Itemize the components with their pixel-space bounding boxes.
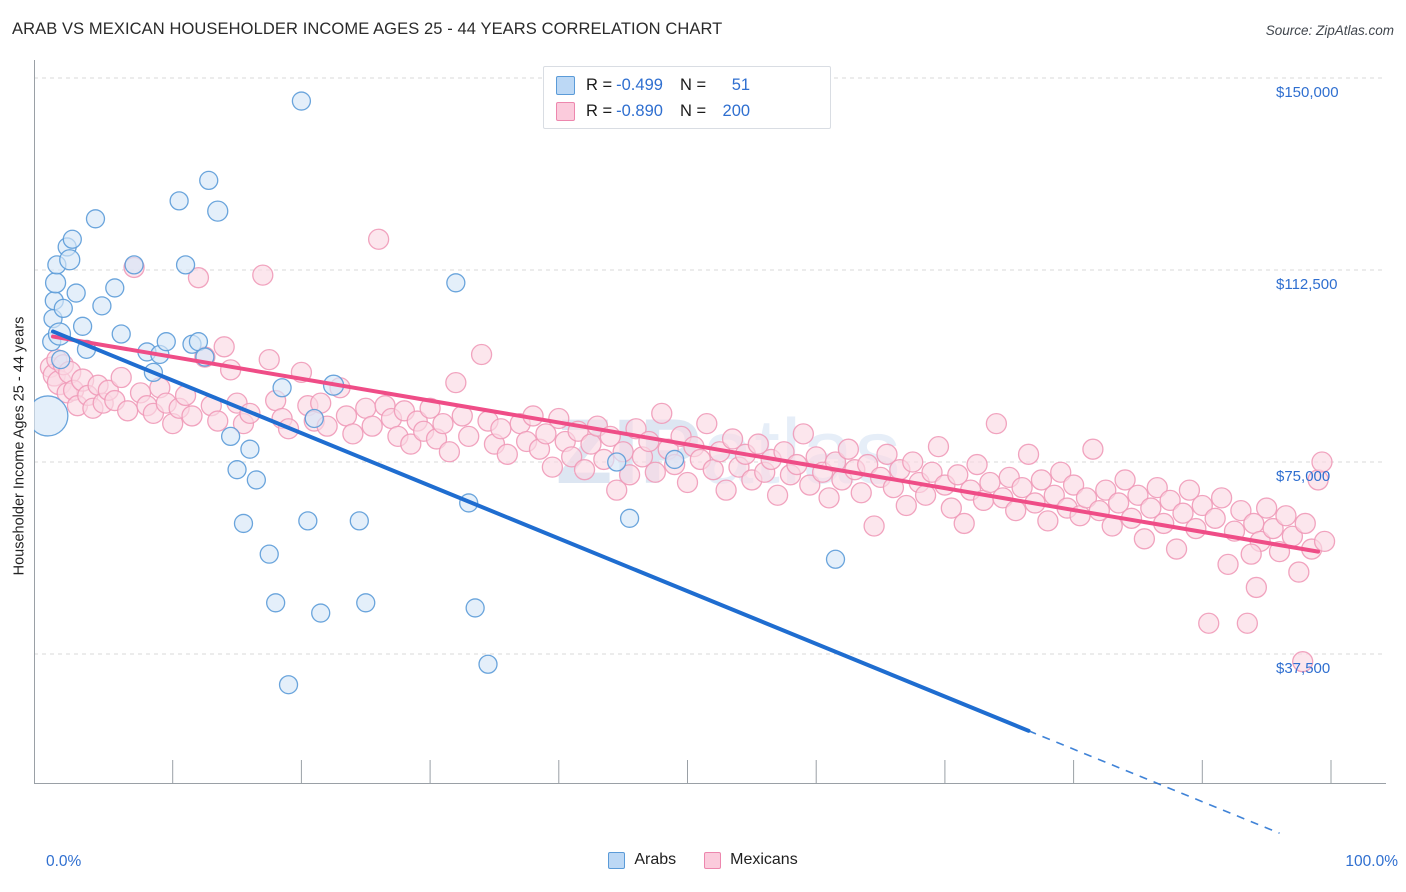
y-axis-title-text: Householder Income Ages 25 - 44 years — [11, 316, 28, 576]
mexicans-legend-swatch — [704, 851, 722, 869]
plot-area — [34, 60, 1386, 845]
mexicans-color-swatch — [556, 101, 575, 121]
y-axis-tick-label: $37,500 — [1276, 660, 1331, 677]
y-axis-tick-label: $112,500 — [1276, 276, 1338, 293]
legend-item-arabs[interactable]: Arabs — [608, 851, 676, 869]
x-axis-max-label: 100.0% — [1345, 853, 1398, 870]
mexicans-r-value: -0.890 — [616, 101, 663, 120]
scatter-plot-svg — [34, 60, 1386, 834]
arabs-r-label: R = — [586, 75, 613, 94]
data-points-mexicans — [39, 228, 1336, 673]
source-attribution: Source: ZipAtlas.com — [1265, 23, 1394, 38]
stats-row-mexicans: R = -0.890 N = 200 — [556, 98, 820, 124]
page-title: ARAB VS MEXICAN HOUSEHOLDER INCOME AGES … — [12, 20, 723, 38]
mexicans-r-label: R = — [586, 101, 613, 120]
trendline-mexicans — [51, 334, 1321, 554]
series-legend: Arabs Mexicans — [0, 851, 1406, 869]
arabs-n-label: N = — [679, 75, 707, 94]
arabs-legend-swatch — [608, 851, 626, 869]
stats-row-arabs: R = -0.499 N = 51 — [556, 72, 820, 98]
arabs-color-swatch — [556, 75, 575, 95]
legend-item-mexicans[interactable]: Mexicans — [704, 851, 798, 869]
y-axis-tick-label: $75,000 — [1276, 468, 1331, 485]
mexicans-n-value: 200 — [722, 101, 751, 120]
y-axis-title: Householder Income Ages 25 - 44 years — [8, 0, 30, 892]
arabs-legend-label: Arabs — [634, 851, 677, 868]
y-axis-tick-label: $150,000 — [1276, 84, 1339, 101]
trendline-arabs — [51, 329, 1280, 834]
arabs-r-value: -0.499 — [616, 75, 663, 94]
mexicans-legend-label: Mexicans — [730, 851, 798, 868]
correlation-stats-box: R = -0.499 N = 51 R = -0.890 N = 200 — [543, 66, 831, 129]
x-axis-min-label: 0.0% — [46, 853, 82, 870]
x-axis-ticks — [172, 760, 1332, 783]
mexicans-n-label: N = — [679, 101, 707, 120]
arabs-n-value: 51 — [731, 75, 751, 94]
